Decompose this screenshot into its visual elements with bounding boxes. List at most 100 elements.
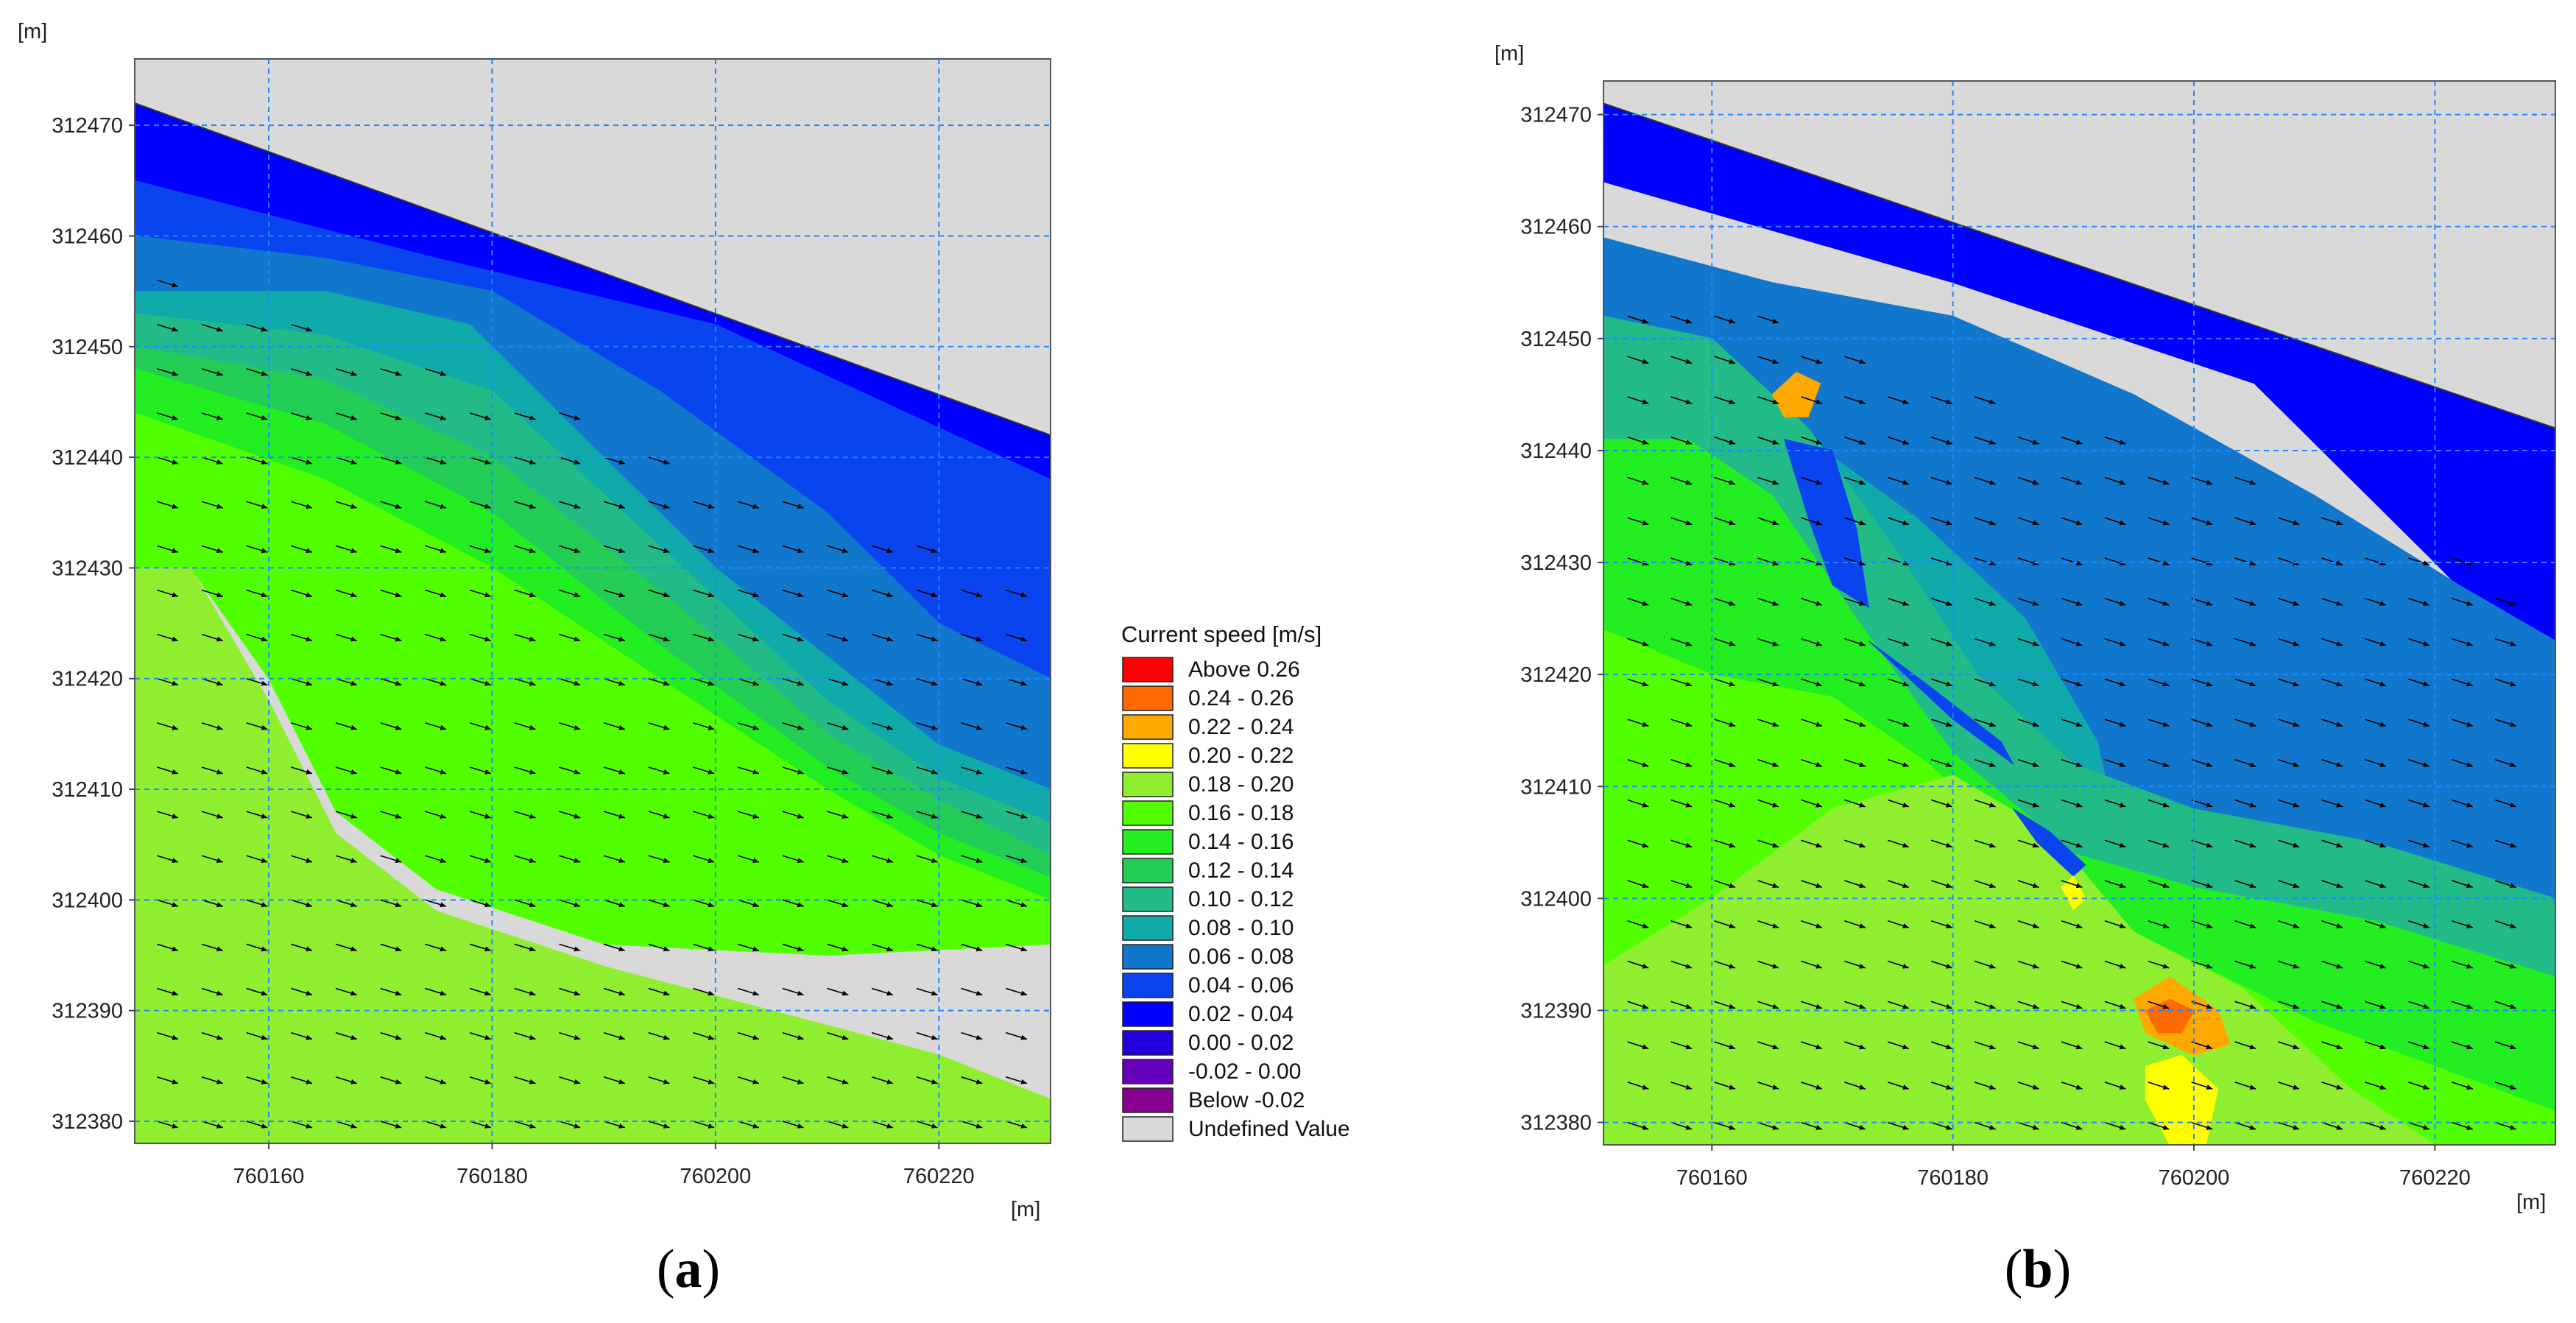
legend-label: 0.16 - 0.18 [1188,801,1294,825]
panel-a-xtick-label: 760220 [903,1165,975,1188]
panel-a-vector-arrow [872,1121,894,1129]
legend-swatch [1122,772,1174,797]
panel-b-vector-arrow [1844,638,1866,646]
panel-b-vector-arrow [2191,1041,2213,1050]
panel-a-vector-arrow [380,412,402,420]
panel-b-vector-arrow [2408,960,2430,969]
panel-b-vector-arrow [1714,880,1736,889]
panel-a-vector-arrow [872,722,894,730]
panel-b-vector-arrow [1670,315,1693,324]
panel-b-vector-arrow [1670,396,1693,405]
panel-a-vector-arrow [648,677,670,686]
panel-b-vector-arrow [2191,1121,2213,1130]
panel-a-vector-arrow [425,589,447,598]
panel-a-vector-arrow [246,501,268,509]
panel-a-vector-arrow [380,855,402,863]
panel-b-vector-arrow [1801,1001,1823,1009]
panel-a-vector-arrow [648,589,670,598]
panel-a-vector-arrow [1006,677,1028,686]
legend-title: Current speed [m/s] [1121,621,1321,647]
panel-a-vector-arrow [157,987,179,996]
panel-a-vector-arrow [380,368,402,376]
panel-b-vector-arrow [2104,678,2126,687]
panel-b-vectors [1627,315,2516,1130]
panel-b-vector-arrow [1888,880,1910,889]
panel-b-vector-arrow [1714,638,1736,646]
panel-a-vector-arrow [603,811,626,819]
panel-a-vector-arrow [559,722,581,730]
panel-a-vector-arrow [872,855,894,863]
panel-b-vector-arrow [2234,517,2256,526]
panel-a-vector-arrow [335,456,357,465]
panel-b-vector-arrow [2191,758,2213,767]
panel-a-ytick-label: 312450 [52,336,123,359]
panel-a-vector-arrow [961,899,983,908]
legend-swatch [1122,1001,1174,1027]
panel-b-vector-arrow [1627,758,1649,767]
panel-a-vector-arrow [157,1076,179,1084]
panel-a-vector-arrow [157,545,179,554]
panel-b-vector-arrow [1801,839,1823,848]
panel-b-vector-arrow [1627,597,1649,606]
panel-a-vector-arrow [603,501,626,509]
panel-b-vector-arrow [2148,920,2170,928]
panel-b-vector-arrow [1974,436,1996,445]
panel-a-vector-arrow [291,722,313,730]
panel-a-vector-arrow [380,677,402,686]
panel-b-ytick-label: 312430 [1520,551,1592,575]
panel-a-ytick-label: 312400 [52,889,123,912]
panel-b-vector-arrow [1670,476,1693,485]
panel-a-vector-arrow [201,633,223,642]
panel-a-vector-arrow [425,987,447,996]
panel-b-vector-arrow [1930,517,1952,526]
panel-a-vector-arrow [693,545,715,554]
panel-b-vector-arrow [1714,920,1736,928]
panel-a-vector-arrow [291,811,313,819]
panel-b-vector-arrow [1627,396,1649,405]
panel-b-vector-arrow [1757,839,1779,848]
panel-a-vector-arrow [559,1076,581,1084]
panel-a-vector-arrow [335,501,357,509]
panel-b-vector-arrow [2451,678,2474,687]
panel-a-vector-arrow [335,987,357,996]
panel-b-vector-arrow [1801,960,1823,969]
panel-a-vector-arrow [246,899,268,908]
panel-b-vector-arrow [2104,1001,2126,1009]
panel-a-vector-arrow [157,412,179,420]
panel-b-vector-arrow [1844,758,1866,767]
panel-a-vector-arrow [559,677,581,686]
legend-entry: 0.22 - 0.24 [1122,714,1294,740]
panel-a-vector-arrow [737,811,760,819]
panel-a-coast-line [135,102,1051,436]
panel-b-gridlines [1603,81,2555,1145]
panel-b-vector-arrow [1670,557,1693,566]
panel-b-vector-arrow [2278,597,2300,606]
panel-a-vector-arrow [827,677,849,686]
panel-b-vector-arrow [1757,1121,1779,1130]
panel-a-vector-arrow [335,1076,357,1084]
panel-b-vector-arrow [1627,839,1649,848]
panel-b-vector-arrow [2104,758,2126,767]
panel-b-vector-arrow [1670,839,1693,848]
panel-b-vector-arrow [1974,476,1996,485]
panel-a-vector-arrow [514,855,536,863]
panel-b-xtick-label: 760180 [1917,1166,1989,1190]
panel-b-vector-arrow [1627,476,1649,485]
panel-a-ytick-label: 312390 [52,1000,123,1023]
panel-b-vector-arrow [1974,880,1996,889]
panel-a-vector-arrow [246,855,268,863]
panel-b-vector-arrow [2408,799,2430,808]
panel-a-vector-arrow [827,811,849,819]
panel-a-vectors [157,279,1028,1129]
panel-a-vector-arrow [559,456,581,465]
panel-a-vector-arrow [737,677,760,686]
panel-b-vector-arrow [1974,1082,1996,1090]
panel-b-vector-arrow [2148,758,2170,767]
panel-b-vector-arrow [2494,839,2516,848]
panel-b-vector-arrow [1670,920,1693,928]
panel-b-vector-arrow [2234,557,2256,566]
panel-b-vector-arrow [1714,799,1736,808]
panel-b-vector-arrow [1714,396,1736,405]
panel-a-vector-arrow [380,811,402,819]
